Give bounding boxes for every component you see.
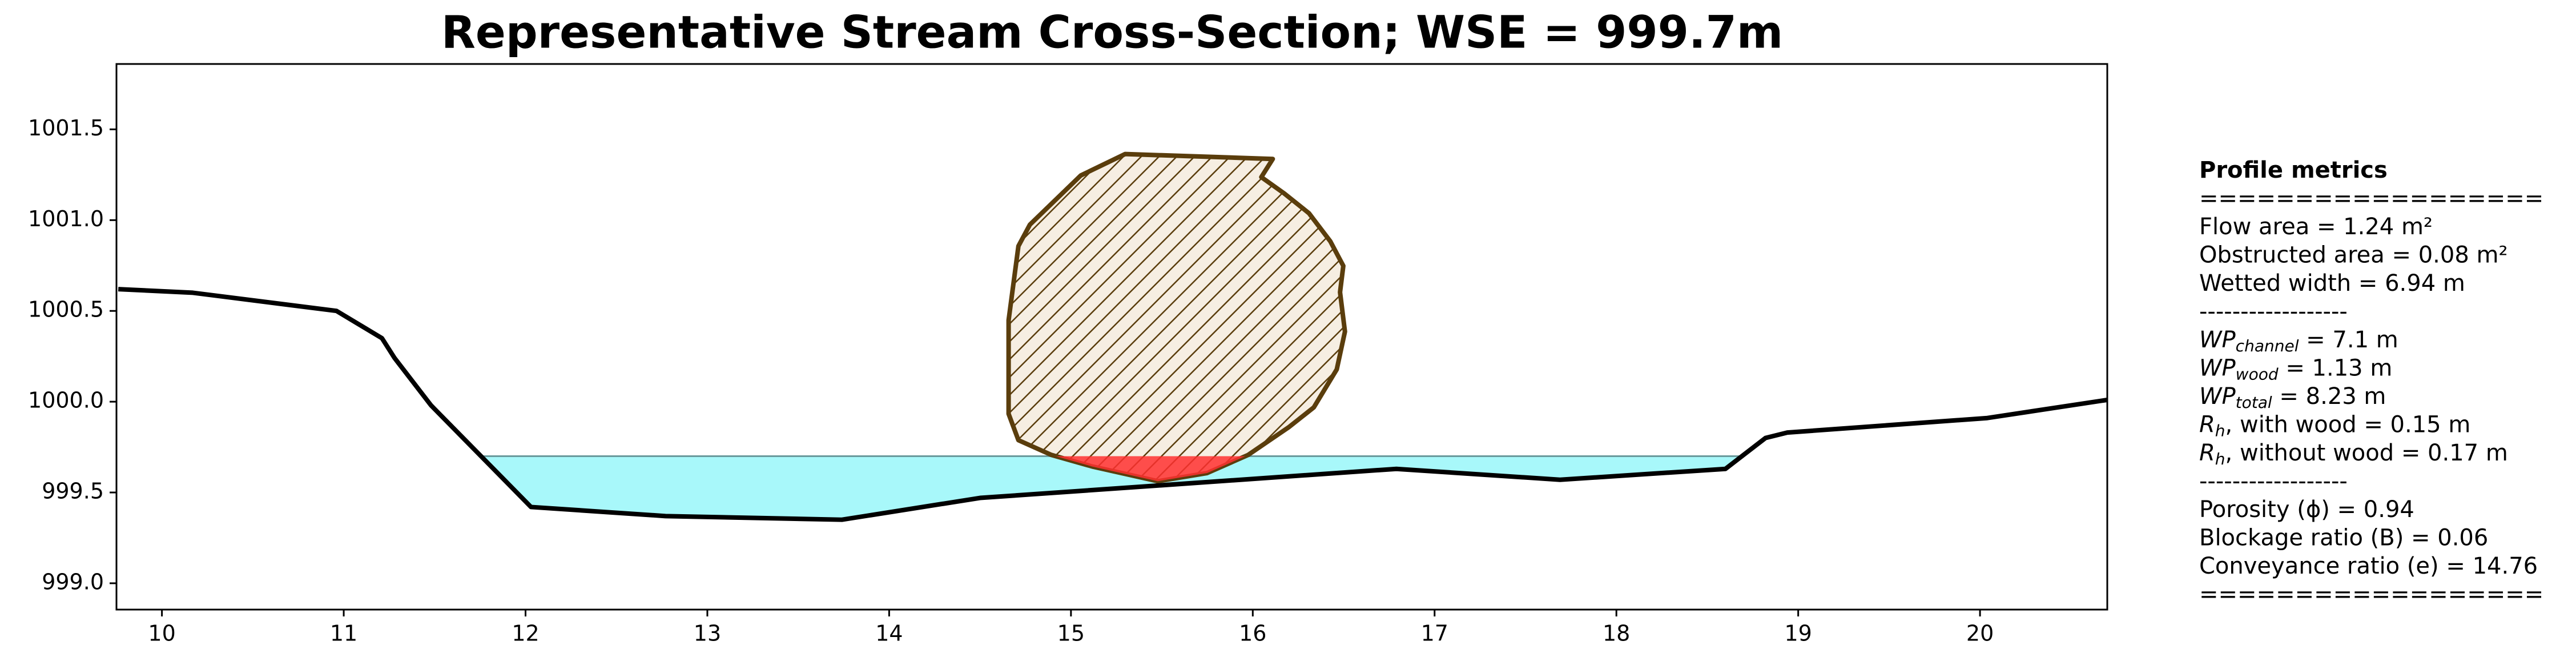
metric-value: = 8.23 m bbox=[2272, 383, 2386, 410]
x-tick-label: 17 bbox=[1421, 621, 1448, 646]
metric-symbol: R bbox=[2199, 440, 2215, 466]
metric-line: Porosity (ϕ) = 0.94 bbox=[2199, 496, 2414, 523]
metric-value: = 7.1 m bbox=[2299, 327, 2398, 353]
metric-symbol: WP bbox=[2199, 327, 2236, 353]
metric-line: Rh, without wood = 0.17 m bbox=[2199, 440, 2508, 468]
ground-line bbox=[118, 287, 2107, 522]
y-tick-label: 1000.5 bbox=[28, 297, 104, 322]
x-tick-label: 10 bbox=[148, 621, 175, 646]
chart-title: Representative Stream Cross-Section; WSE… bbox=[441, 7, 1783, 58]
metric-line: ------------------ bbox=[2199, 299, 2348, 325]
metric-value: , without wood = 0.17 m bbox=[2225, 440, 2508, 466]
metric-symbol: R bbox=[2199, 412, 2215, 438]
metric-line: Profile metrics bbox=[2199, 157, 2388, 183]
metric-symbol: WP bbox=[2199, 383, 2236, 410]
metric-subscript: wood bbox=[2236, 365, 2279, 384]
y-tick-label: 999.0 bbox=[42, 569, 104, 594]
metric-subscript: h bbox=[2215, 450, 2225, 468]
x-tick-label: 19 bbox=[1784, 621, 1812, 646]
metric-value: , with wood = 0.15 m bbox=[2225, 412, 2471, 438]
metric-line: WPchannel = 7.1 m bbox=[2199, 327, 2398, 355]
plot-frame bbox=[115, 63, 2108, 611]
x-tick-label: 13 bbox=[694, 621, 721, 646]
x-tick-label: 12 bbox=[512, 621, 539, 646]
y-tick-label: 999.5 bbox=[42, 479, 104, 504]
metric-line: Blockage ratio (B) = 0.06 bbox=[2199, 525, 2488, 551]
metric-line: ================== bbox=[2199, 582, 2543, 608]
metric-line: Conveyance ratio (e) = 14.76 bbox=[2199, 553, 2538, 579]
metric-line: Flow area = 1.24 m² bbox=[2199, 214, 2433, 240]
submerged-wood bbox=[1056, 456, 1246, 482]
metric-symbol: WP bbox=[2199, 355, 2236, 382]
water bbox=[118, 456, 2107, 520]
x-tick-label: 11 bbox=[330, 621, 357, 646]
metric-subscript: total bbox=[2236, 393, 2272, 412]
y-tick-label: 1001.5 bbox=[28, 115, 104, 141]
x-tick-label: 18 bbox=[1603, 621, 1630, 646]
metric-line: WPtotal = 8.23 m bbox=[2199, 383, 2386, 412]
y-tick-label: 1000.0 bbox=[28, 388, 104, 413]
metric-subscript: h bbox=[2215, 422, 2225, 440]
metric-line: ------------------ bbox=[2199, 468, 2348, 495]
x-tick-label: 16 bbox=[1239, 621, 1266, 646]
metric-line: WPwood = 1.13 m bbox=[2199, 355, 2392, 384]
x-tick-label: 14 bbox=[875, 621, 903, 646]
metric-value: = 1.13 m bbox=[2279, 355, 2393, 382]
metric-line: Obstructed area = 0.08 m² bbox=[2199, 242, 2508, 269]
x-tick-label: 15 bbox=[1057, 621, 1085, 646]
metric-line: ================== bbox=[2199, 186, 2543, 212]
wood bbox=[1006, 151, 1347, 484]
y-tick-label: 1001.0 bbox=[28, 206, 104, 231]
metric-subscript: channel bbox=[2236, 336, 2299, 355]
metric-line: Rh, with wood = 0.15 m bbox=[2199, 412, 2470, 440]
metric-line: Wetted width = 6.94 m bbox=[2199, 270, 2465, 297]
x-tick-label: 20 bbox=[1966, 621, 1994, 646]
